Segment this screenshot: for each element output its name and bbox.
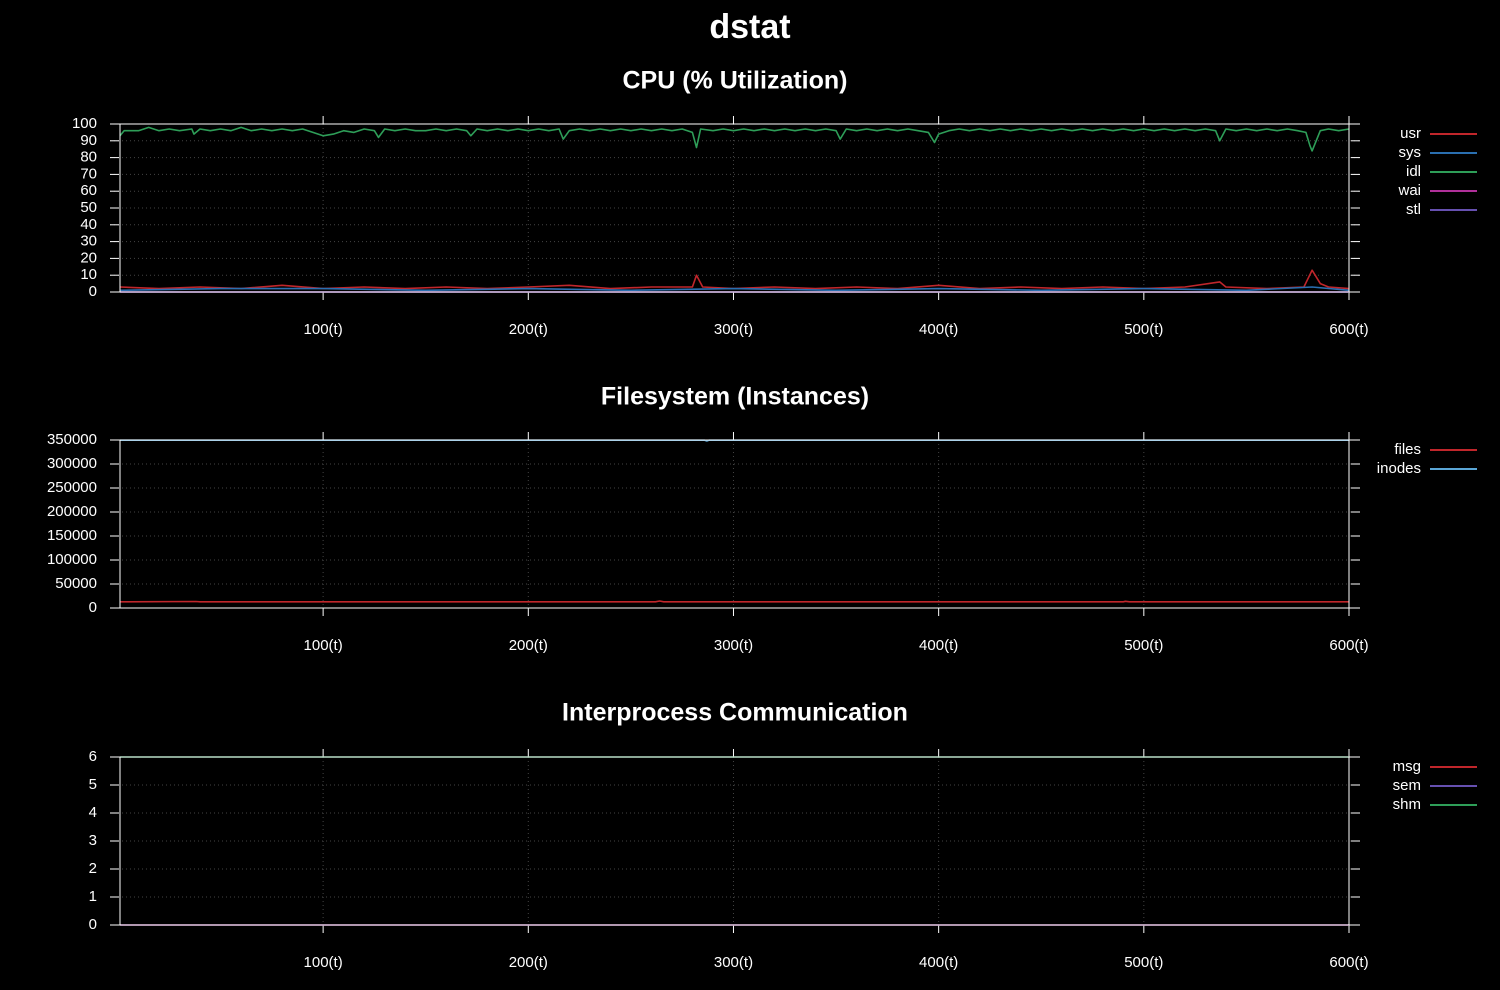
y-tick-label: 350000: [47, 431, 97, 448]
y-tick-label: 150000: [47, 527, 97, 544]
x-tick-label: 100(t): [304, 637, 343, 654]
chart-cpu: CPU (% Utilization)010203040506070809010…: [72, 67, 1477, 338]
x-tick-label: 600(t): [1329, 321, 1368, 338]
chart-title: CPU (% Utilization): [623, 67, 848, 95]
series-line-usr: [119, 269, 1350, 290]
x-tick-label: 300(t): [714, 954, 753, 971]
y-tick-label: 50: [80, 199, 97, 216]
series-line-idl: [119, 126, 1350, 152]
legend-label-usr: usr: [1400, 125, 1421, 142]
y-tick-label: 250000: [47, 479, 97, 496]
x-tick-label: 300(t): [714, 637, 753, 654]
y-tick-label: 200000: [47, 503, 97, 520]
y-tick-label: 10: [80, 266, 97, 283]
legend-label-msg: msg: [1393, 758, 1421, 775]
x-tick-label: 100(t): [304, 954, 343, 971]
x-tick-label: 300(t): [714, 321, 753, 338]
y-tick-label: 100: [72, 115, 97, 132]
x-tick-label: 400(t): [919, 954, 958, 971]
y-tick-label: 60: [80, 182, 97, 199]
x-tick-label: 100(t): [304, 321, 343, 338]
y-tick-label: 70: [80, 165, 97, 182]
legend-label-inodes: inodes: [1377, 460, 1421, 477]
chart-filesystem: Filesystem (Instances) 0 50000 100000 150000…: [47, 383, 1477, 654]
y-tick-label: 90: [80, 132, 97, 149]
legend-label-files: files: [1394, 441, 1421, 458]
legend-label-shm: shm: [1393, 796, 1421, 813]
x-tick-label: 200(t): [509, 637, 548, 654]
y-tick-label: 30: [80, 233, 97, 250]
y-tick-label: 5: [89, 776, 97, 793]
legend-label-sys: sys: [1399, 144, 1422, 161]
x-tick-label: 200(t): [509, 954, 548, 971]
legend-label-sem: sem: [1393, 777, 1421, 794]
y-tick-label: 100000: [47, 551, 97, 568]
x-tick-label: 200(t): [509, 321, 548, 338]
x-tick-label: 400(t): [919, 637, 958, 654]
y-tick-label: 300000: [47, 455, 97, 472]
y-tick-label: 6: [89, 748, 97, 765]
legend-label-wai: wai: [1397, 182, 1421, 199]
x-tick-label: 500(t): [1124, 321, 1163, 338]
chart-title: Interprocess Communication: [562, 699, 908, 727]
y-tick-label: 4: [89, 804, 97, 821]
legend-label-idl: idl: [1406, 163, 1421, 180]
page-title: dstat: [709, 8, 791, 46]
y-tick-label: 0: [89, 916, 97, 933]
x-tick-label: 400(t): [919, 321, 958, 338]
x-tick-label: 500(t): [1124, 637, 1163, 654]
y-tick-label: 0: [89, 599, 97, 616]
y-tick-label: 50000: [55, 575, 97, 592]
series-line-files: [119, 600, 1349, 603]
x-tick-label: 600(t): [1329, 954, 1368, 971]
y-tick-label: 40: [80, 216, 97, 233]
x-tick-label: 600(t): [1329, 637, 1368, 654]
y-tick-label: 1: [89, 888, 97, 905]
series-line-sys: [119, 286, 1350, 292]
x-tick-label: 500(t): [1124, 954, 1163, 971]
y-tick-label: 3: [89, 832, 97, 849]
chart-title: Filesystem (Instances): [601, 383, 869, 411]
y-tick-label: 20: [80, 249, 97, 266]
legend-label-stl: stl: [1406, 201, 1421, 218]
y-tick-label: 2: [89, 860, 97, 877]
chart-ipc: Interprocess Communication 0 1 2 3 4 5 6 100(t) 2…: [89, 699, 1477, 971]
y-tick-label: 80: [80, 149, 97, 166]
y-tick-label: 0: [89, 283, 97, 300]
